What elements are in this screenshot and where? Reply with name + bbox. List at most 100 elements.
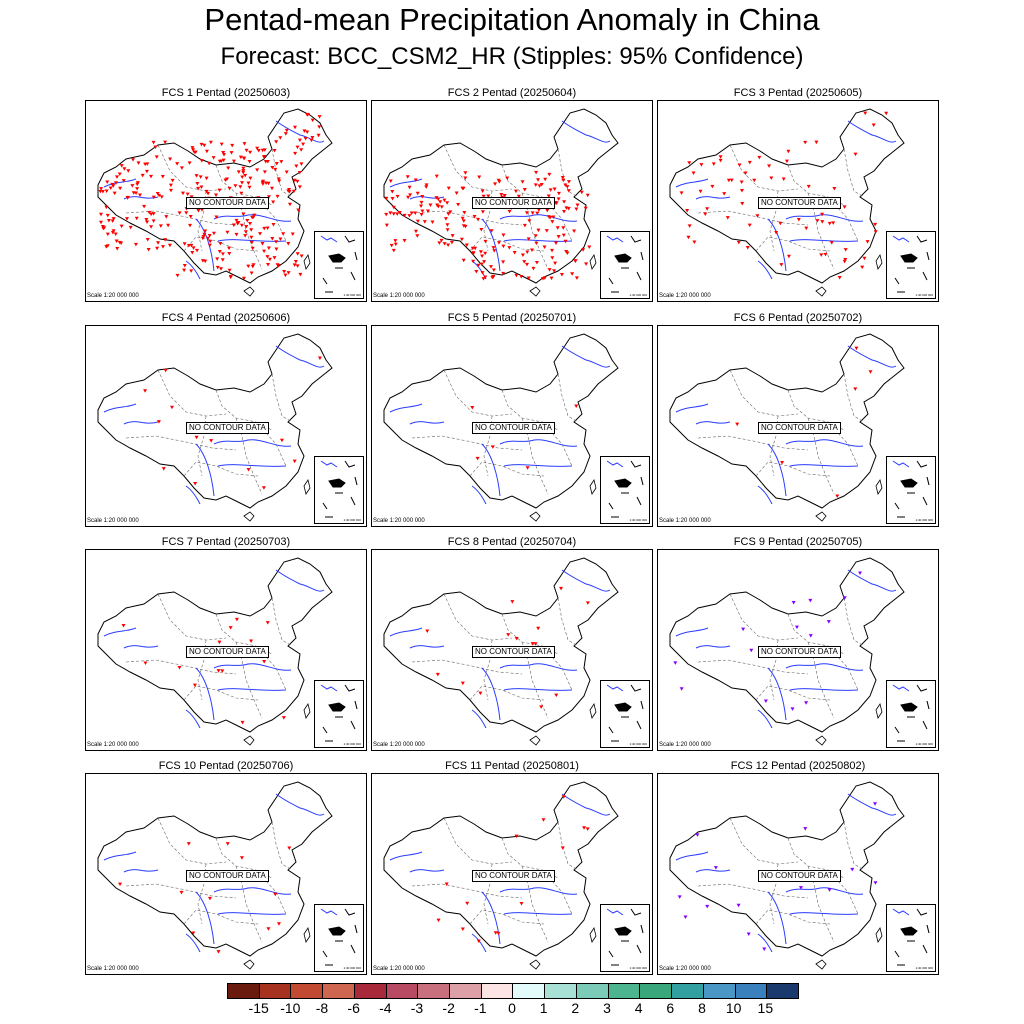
- stipple-marker: [585, 827, 590, 831]
- inset-feature: [350, 496, 356, 506]
- province-border: [411, 435, 523, 451]
- stipple-marker: [119, 224, 124, 229]
- stipple-marker: [862, 256, 867, 261]
- river-line: [123, 645, 159, 649]
- province-border: [843, 597, 865, 647]
- river-line: [217, 912, 287, 915]
- stipple-marker: [449, 240, 454, 245]
- stipple-marker: [514, 273, 519, 278]
- stipple-marker: [273, 167, 278, 172]
- stipple-marker: [480, 254, 485, 259]
- stipple-marker: [168, 157, 173, 161]
- stipple-marker: [533, 642, 538, 646]
- inset-feature: [892, 235, 910, 243]
- island-outline: [529, 959, 541, 970]
- stipple-marker: [820, 220, 825, 224]
- river-line: [275, 120, 325, 143]
- province-border: [125, 435, 237, 451]
- province-border: [125, 883, 237, 899]
- stipple-marker: [543, 177, 548, 182]
- stipple-marker: [762, 947, 767, 951]
- stipple-marker: [301, 142, 306, 147]
- stipple-marker: [560, 846, 565, 850]
- inset-scale-label: 1:40 000 000: [343, 293, 361, 297]
- stipple-marker: [541, 818, 546, 822]
- stipple-marker: [496, 931, 501, 936]
- stipple-marker: [562, 200, 567, 204]
- stipple-marker: [547, 172, 552, 177]
- stipple-marker: [525, 262, 530, 267]
- stipple-marker: [147, 210, 152, 215]
- colorbar-cell: [767, 984, 798, 998]
- no-contour-data-label: NO CONTOUR DATA: [758, 422, 841, 434]
- inset-feature: [630, 684, 642, 692]
- stipple-marker: [182, 268, 187, 273]
- stipple-marker: [446, 186, 451, 191]
- stipple-marker: [193, 481, 198, 486]
- stipple-marker: [695, 833, 700, 837]
- stipple-marker: [428, 203, 433, 207]
- stipple-marker: [583, 206, 588, 211]
- inset-feature: [640, 924, 644, 934]
- stipple-marker: [814, 140, 819, 145]
- south-china-sea-inset: 1:40 000 000: [886, 680, 936, 748]
- stipple-marker: [105, 180, 110, 185]
- river-line: [561, 793, 611, 816]
- stipple-marker: [163, 140, 168, 145]
- colorbar-tick-label: -15: [248, 1000, 269, 1016]
- stipple-marker: [227, 252, 232, 256]
- inset-map: [606, 684, 644, 742]
- river-line: [767, 891, 787, 945]
- inset-feature: [900, 253, 918, 263]
- map-panel: FCS 10 Pentad (20250706) NO CONTOUR DATA S…: [85, 759, 367, 979]
- stipple-marker: [247, 160, 252, 164]
- map-panel: FCS 3 Pentad (20250605) NO CONTOUR DATA Sc…: [657, 86, 939, 306]
- inset-feature: [916, 235, 928, 243]
- stipple-marker: [461, 224, 466, 228]
- stipple-marker: [207, 896, 212, 901]
- river-line: [217, 464, 287, 467]
- inset-scale-label: 1:40 000 000: [915, 293, 933, 297]
- stipple-marker: [491, 268, 496, 272]
- colorbar-tick-label: 6: [666, 1000, 675, 1016]
- stipple-marker: [465, 901, 470, 906]
- stipple-marker: [293, 151, 298, 156]
- stipple-marker: [480, 271, 485, 275]
- stipple-marker: [265, 621, 270, 625]
- stipple-marker: [125, 217, 130, 221]
- stipple-marker: [436, 197, 441, 202]
- stipple-marker: [705, 207, 710, 211]
- stipple-marker: [246, 467, 251, 472]
- province-border: [843, 148, 865, 198]
- stipple-marker: [122, 167, 127, 171]
- stipple-marker: [393, 242, 398, 247]
- stipple-marker: [481, 194, 486, 199]
- stipple-marker: [757, 155, 762, 160]
- no-contour-data-label: NO CONTOUR DATA: [186, 870, 269, 882]
- stipple-marker: [200, 208, 205, 212]
- stipple-marker: [266, 181, 271, 186]
- river-line: [481, 218, 501, 272]
- stipple-marker: [574, 404, 579, 409]
- stipple-marker: [219, 142, 224, 147]
- stipple-marker: [119, 241, 124, 246]
- stipple-marker: [853, 387, 858, 391]
- stipple-marker: [556, 197, 561, 201]
- inset-scale-label: 1:40 000 000: [629, 742, 647, 746]
- stipple-marker: [299, 162, 304, 166]
- inset-feature: [636, 944, 642, 954]
- stipple-marker: [535, 211, 540, 216]
- river-line: [481, 891, 501, 945]
- colorbar: [227, 983, 799, 999]
- no-contour-data-label: NO CONTOUR DATA: [472, 422, 555, 434]
- stipple-marker: [389, 243, 394, 248]
- stipple-marker: [438, 200, 443, 204]
- stipple-marker: [474, 270, 479, 274]
- map-frame: NO CONTOUR DATA Scale 1:20 000 000 1:40 00…: [85, 549, 367, 751]
- stipple-marker: [291, 189, 296, 194]
- colorbar-cell: [513, 984, 546, 998]
- stipple-marker: [683, 915, 688, 920]
- stipple-marker: [526, 276, 531, 280]
- panel-title: FCS 12 Pentad (20250802): [730, 760, 866, 772]
- inset-feature: [614, 253, 632, 263]
